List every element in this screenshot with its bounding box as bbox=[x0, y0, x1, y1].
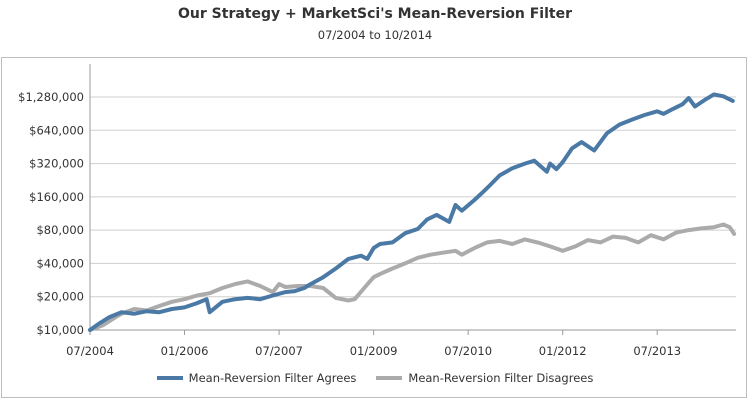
chart-title: Our Strategy + MarketSci's Mean-Reversio… bbox=[178, 6, 572, 22]
plot-frame bbox=[1, 57, 747, 398]
legend-item-agrees: Mean-Reversion Filter Agrees bbox=[156, 371, 357, 385]
gridlines bbox=[90, 96, 736, 298]
chart-subtitle: 07/2004 to 10/2014 bbox=[317, 28, 433, 42]
y-tick-label-0: $10,000 bbox=[36, 323, 84, 337]
y-tick-labels: $10,000 $20,000 $40,000 $80,000 $160,000 $320… bbox=[18, 90, 84, 337]
y-tick-label-5: $320,000 bbox=[29, 157, 84, 171]
legend-item-disagrees: Mean-Reversion Filter Disagrees bbox=[376, 371, 593, 385]
y-tick-label-3: $80,000 bbox=[36, 223, 84, 237]
x-tick-label-0: 07/2004 bbox=[66, 344, 114, 358]
legend-swatch-disagrees bbox=[376, 376, 403, 380]
y-tick-label-2: $40,000 bbox=[36, 256, 84, 270]
x-tick-label-5: 01/2012 bbox=[539, 344, 587, 358]
legend-swatch-agrees bbox=[156, 376, 183, 380]
series-line-disagrees bbox=[88, 222, 737, 332]
x-tick-label-1: 01/2006 bbox=[161, 344, 209, 358]
y-tick-label-6: $640,000 bbox=[29, 123, 84, 137]
chart-legend: Mean-Reversion Filter Agrees Mean-Revers… bbox=[0, 371, 750, 385]
x-tick-label-4: 07/2010 bbox=[444, 344, 492, 358]
x-tick-label-3: 01/2009 bbox=[350, 344, 398, 358]
series-lines bbox=[88, 92, 737, 332]
x-tick-label-2: 07/2007 bbox=[255, 344, 303, 358]
series-line-agrees bbox=[88, 92, 735, 332]
y-tick-label-1: $20,000 bbox=[36, 290, 84, 304]
x-tick-labels: 07/2004 01/2006 07/2007 01/2009 07/2010 01/20… bbox=[66, 344, 681, 358]
y-tick-label-4: $160,000 bbox=[29, 190, 84, 204]
y-tick-label-7: $1,280,000 bbox=[18, 90, 84, 104]
x-tick-label-6: 07/2013 bbox=[633, 344, 681, 358]
legend-label-agrees: Mean-Reversion Filter Agrees bbox=[188, 371, 357, 385]
axes bbox=[89, 64, 736, 335]
legend-label-disagrees: Mean-Reversion Filter Disagrees bbox=[408, 371, 594, 385]
